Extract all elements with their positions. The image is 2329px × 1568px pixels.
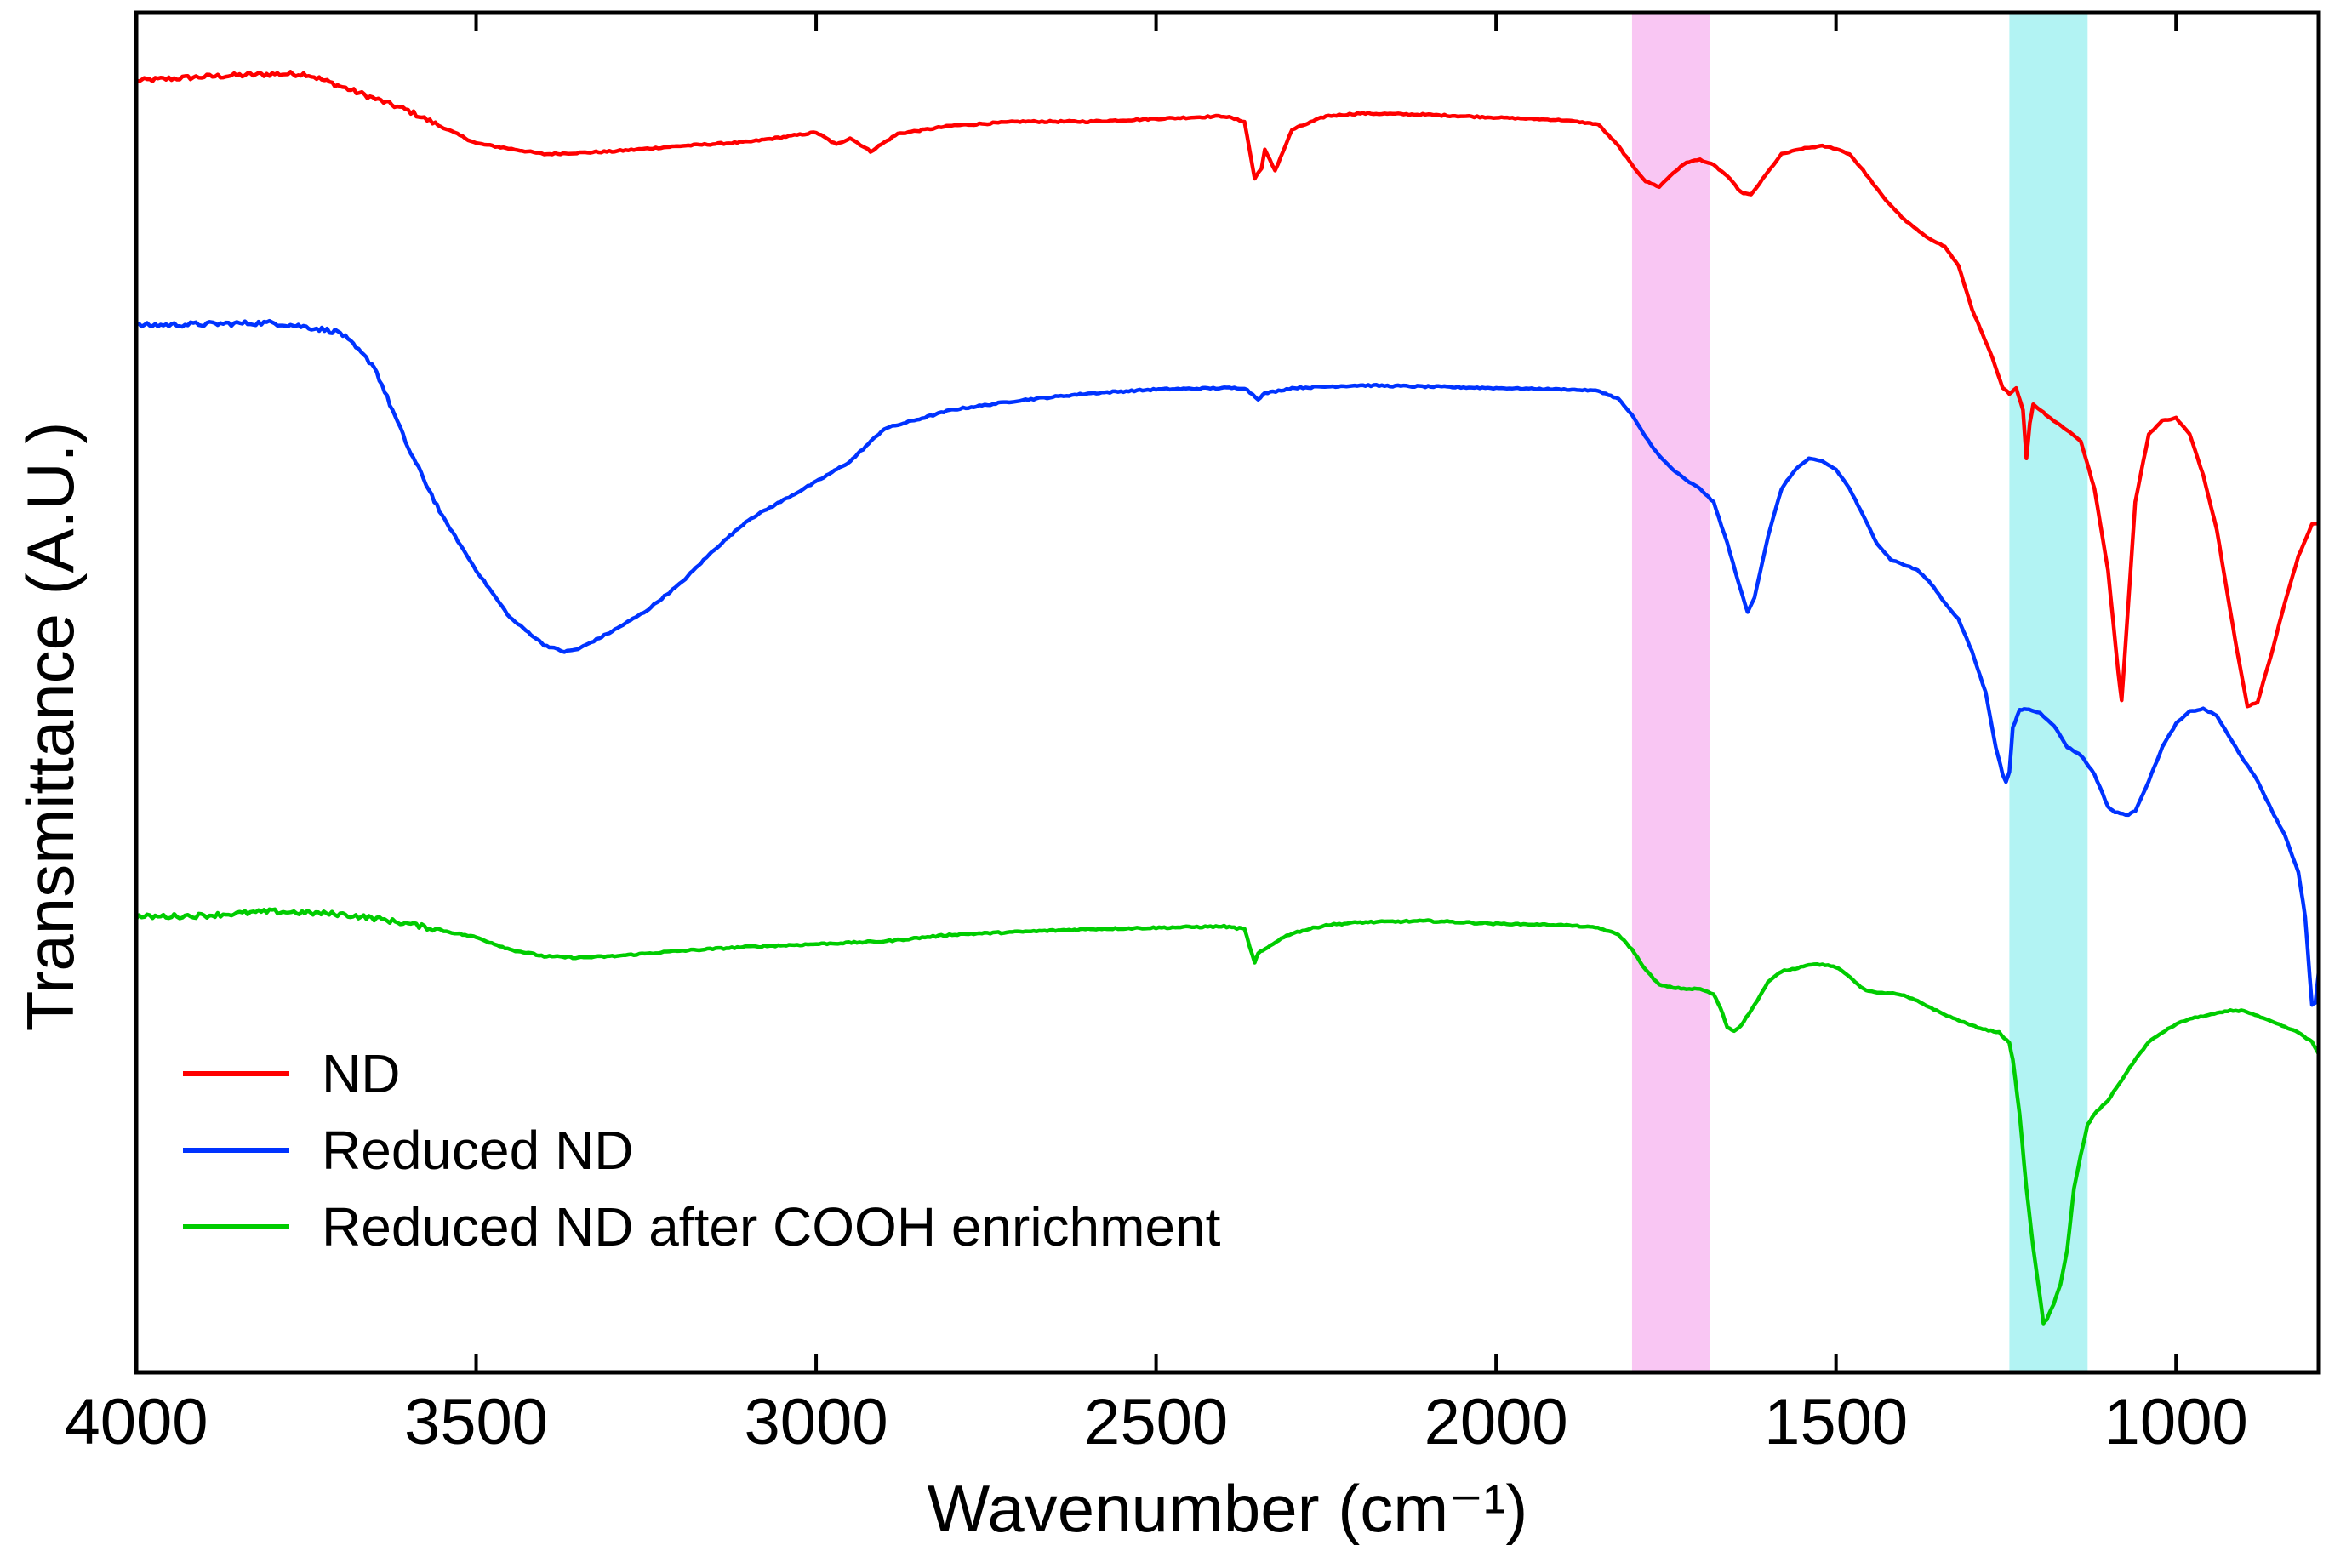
series-line-reduced-nd-after-cooh-enrichment <box>134 907 2321 1326</box>
pink-band <box>1631 13 1710 1372</box>
highlight-bands <box>1631 13 2088 1372</box>
spectrum-series <box>134 70 2321 1326</box>
legend-label: ND <box>322 1043 400 1104</box>
series-line-reduced-nd <box>134 318 2321 1007</box>
x-tick-label: 2500 <box>1084 1386 1228 1458</box>
cyan-band <box>2009 13 2088 1372</box>
x-tick-label: 3500 <box>404 1386 548 1458</box>
x-axis-ticks <box>134 13 2178 1372</box>
series-line-nd <box>134 70 2321 709</box>
x-tick-label: 1500 <box>1764 1386 1908 1458</box>
x-tick-label: 2000 <box>1424 1386 1568 1458</box>
x-axis-tick-labels: 4000 3500 3000 2500 2000 1500 1000 <box>64 1386 2247 1458</box>
x-axis-label: Wavenumber (cm⁻¹) <box>928 1471 1528 1546</box>
legend: ND Reduced ND Reduced ND after COOH enrich… <box>183 1043 1221 1257</box>
plot-frame <box>134 10 2321 1375</box>
y-axis-label: Transmittance (A.U.) <box>13 422 88 1032</box>
x-tick-label: 4000 <box>64 1386 208 1458</box>
x-tick-label: 3000 <box>745 1386 888 1458</box>
legend-label: Reduced ND <box>322 1120 633 1181</box>
legend-label: Reduced ND after COOH enrichment <box>322 1196 1221 1257</box>
x-tick-label: 1000 <box>2104 1386 2248 1458</box>
